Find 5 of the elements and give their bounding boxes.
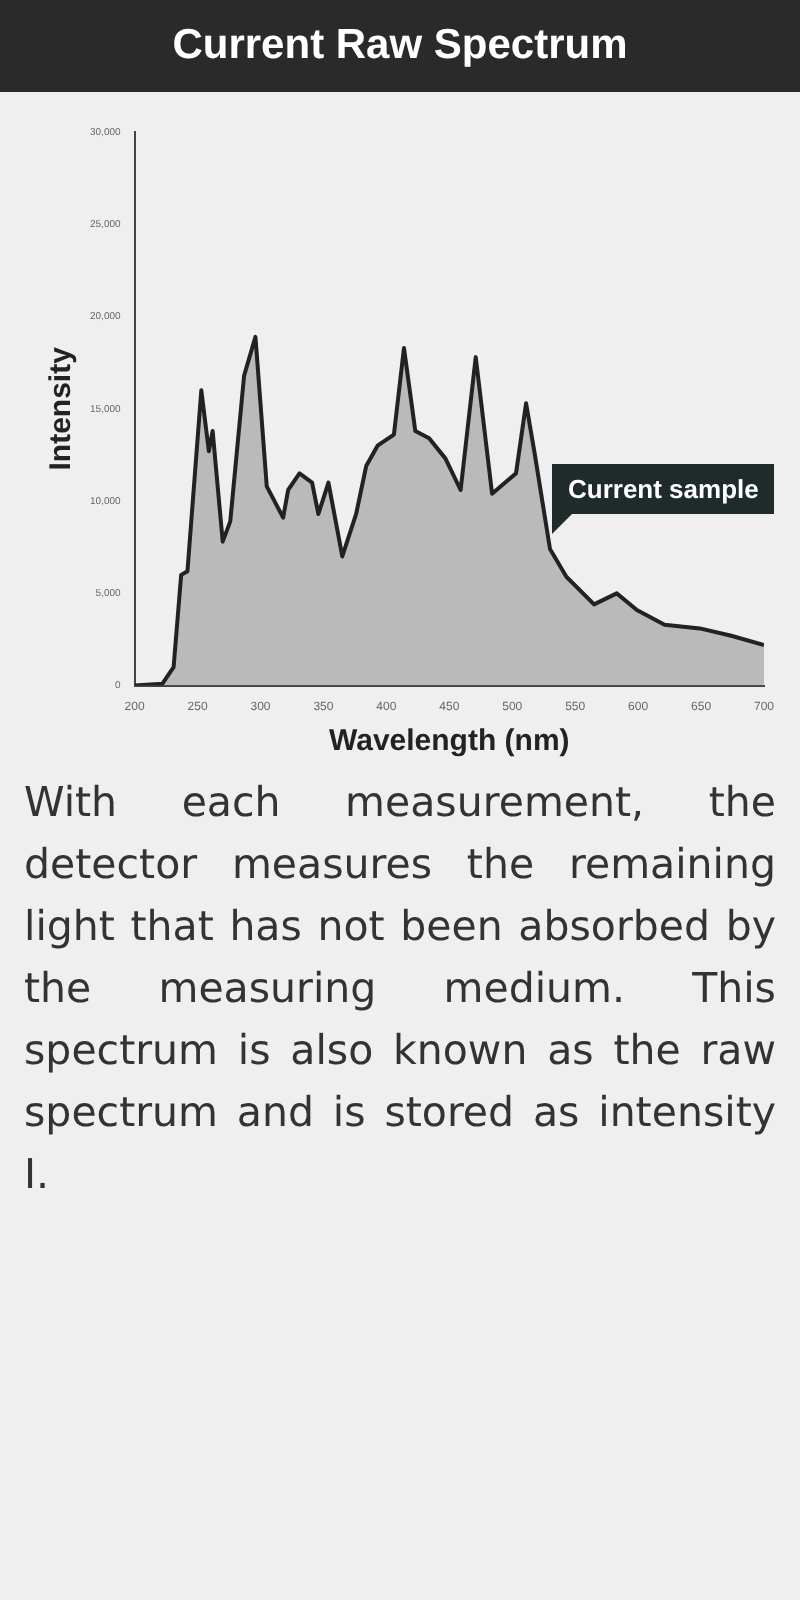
annotation: Current sample — [552, 464, 775, 514]
text: With each measurement, the detector measures the remaining light that has not been absorbed by the measuring medium. This spectrum is also known as the raw spectrum and is stored as intensity I. — [24, 776, 776, 1202]
chart-title: Current Raw Spectrum — [0, 0, 800, 92]
y-axis-title: Intensity — [44, 345, 79, 471]
x-axis-title: Wavelength (nm) — [329, 724, 570, 759]
